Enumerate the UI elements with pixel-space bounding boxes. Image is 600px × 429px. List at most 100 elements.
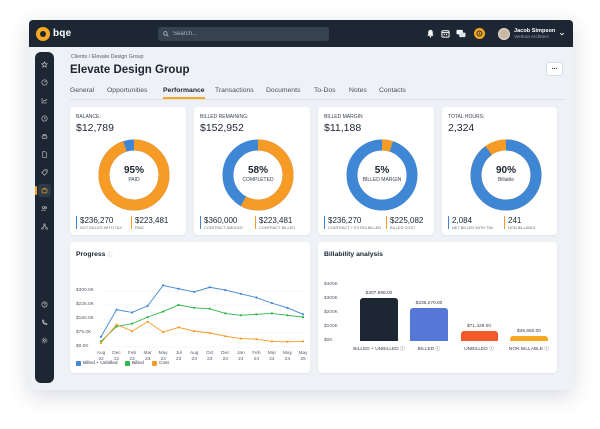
sidebar-item-dashboard[interactable] bbox=[38, 76, 51, 89]
tab-contacts[interactable]: Contacts bbox=[379, 87, 406, 94]
sidebar-item-expenses[interactable] bbox=[38, 130, 51, 143]
y-tick-label: $0K bbox=[324, 338, 333, 343]
tab-performance[interactable]: Performance bbox=[163, 87, 205, 99]
x-tick-label: Jul 23 bbox=[175, 351, 182, 362]
sidebar-item-invoices[interactable] bbox=[38, 148, 51, 161]
data-point bbox=[208, 286, 211, 289]
user-menu[interactable]: Jacob Simpson Ventura Architect bbox=[498, 25, 568, 42]
bar[interactable] bbox=[360, 297, 398, 341]
data-point bbox=[239, 337, 242, 340]
x-tick-label: Oct 23 bbox=[206, 351, 214, 362]
data-point bbox=[301, 313, 305, 316]
data-point bbox=[146, 304, 149, 308]
info-icon: ⓘ bbox=[107, 252, 113, 258]
data-point bbox=[255, 338, 258, 341]
kpi-percent-label: PAID bbox=[128, 177, 140, 183]
x-tick-label: Mar 24 bbox=[267, 351, 277, 362]
data-point bbox=[177, 326, 180, 329]
sidebar-item-time[interactable] bbox=[38, 112, 51, 125]
app-window: bqe Jacob Simpson Ventura Architect bbox=[29, 20, 573, 390]
phone-icon bbox=[42, 319, 48, 325]
y-tick-label: $400K bbox=[324, 282, 338, 287]
data-point bbox=[162, 310, 165, 313]
tag-icon bbox=[41, 169, 48, 176]
bar-value-label: $236,270.00 bbox=[415, 300, 443, 306]
kpi-donut bbox=[346, 139, 418, 211]
sidebar-item-settings[interactable] bbox=[38, 334, 51, 347]
series-line bbox=[100, 284, 304, 337]
y-tick-label: $100K bbox=[324, 324, 338, 329]
gauge-icon bbox=[41, 79, 48, 86]
kpi-value: 2,324 bbox=[448, 122, 475, 134]
star-icon bbox=[41, 61, 48, 68]
sidebar-item-reports[interactable] bbox=[38, 94, 51, 107]
y-tick-label: $200K bbox=[324, 310, 338, 315]
sidebar-item-payments[interactable] bbox=[38, 166, 51, 179]
tab-general[interactable]: General bbox=[70, 87, 95, 94]
kpi-left-metric: $236,270 Contract + Extra billed bbox=[324, 216, 381, 230]
legend-billed: Billed bbox=[125, 361, 144, 366]
sidebar-item-favorites[interactable] bbox=[38, 58, 51, 71]
chat-icon[interactable] bbox=[455, 28, 466, 39]
sidebar bbox=[35, 52, 54, 383]
sidebar-item-employees[interactable] bbox=[38, 202, 51, 215]
donut-value-arc bbox=[346, 139, 418, 211]
tab-transactions[interactable]: Transactions bbox=[215, 87, 254, 94]
more-options-button[interactable]: ... bbox=[546, 62, 563, 76]
tab-notes[interactable]: Notes bbox=[349, 87, 367, 94]
kpi-donut bbox=[98, 139, 170, 211]
data-point bbox=[193, 290, 196, 294]
x-tick-label: Jan 24 bbox=[236, 351, 245, 362]
kpi-right-metric: $223,481 Contract billed bbox=[255, 216, 295, 230]
tab-documents[interactable]: Documents bbox=[266, 87, 301, 94]
data-point bbox=[224, 335, 227, 338]
bar-value-label: $307,698.00 bbox=[365, 290, 393, 296]
user-name: Jacob Simpson bbox=[514, 27, 556, 34]
x-tick-label: Dec 22 bbox=[112, 351, 121, 362]
donut-value-arc bbox=[98, 139, 170, 211]
bar-value-label: $71,428.00 bbox=[466, 324, 491, 329]
y-tick-label: $150.0K bbox=[76, 316, 94, 321]
progress-card: Progress ⓘ $300.0K $225.0K $150.0K $75.0K $0… bbox=[70, 242, 310, 373]
data-point bbox=[301, 340, 305, 343]
data-point bbox=[146, 316, 149, 319]
x-tick-label: Feb 24 bbox=[252, 351, 261, 362]
bell-icon[interactable] bbox=[425, 28, 436, 39]
brand-logo[interactable]: bqe bbox=[36, 26, 72, 41]
x-tick-label: Aug 23 bbox=[189, 351, 199, 362]
x-tick-label: Feb 23 bbox=[127, 351, 137, 362]
x-tick-label: Mar 23 bbox=[143, 351, 152, 362]
tab-opportunities[interactable]: Opportunities bbox=[107, 87, 148, 94]
kpi-left-metric: $360,000 Contract amount bbox=[200, 216, 243, 230]
data-point bbox=[224, 288, 227, 292]
data-point bbox=[193, 330, 196, 333]
sidebar-item-projects[interactable] bbox=[38, 220, 51, 233]
kpi-percent-label: COMPLETED bbox=[242, 177, 274, 183]
bar[interactable] bbox=[410, 307, 448, 341]
sidebar-item-phone[interactable] bbox=[38, 316, 51, 329]
billability-card: Billability analysis $400K $300K $200K $100… bbox=[318, 242, 557, 373]
legend-billed-unbilled: Billed + Unbilled bbox=[76, 361, 118, 366]
timer-icon[interactable] bbox=[474, 28, 485, 39]
x-tick-label: Aug 22 bbox=[96, 351, 106, 362]
data-point bbox=[208, 331, 211, 335]
data-point bbox=[130, 322, 134, 325]
kpi-right-metric: $223,481 Paid bbox=[131, 216, 168, 230]
progress-line-chart bbox=[99, 284, 305, 348]
search-input[interactable] bbox=[173, 31, 313, 37]
kpi-right-metric: $225,082 Billed cost bbox=[386, 216, 423, 230]
calendar-icon[interactable] bbox=[440, 28, 451, 39]
breadcrumb[interactable]: Clients / Elevate Design Group bbox=[71, 54, 144, 60]
bar[interactable] bbox=[510, 335, 548, 341]
tab-todos[interactable]: To-Dos bbox=[314, 87, 336, 94]
data-point bbox=[115, 308, 118, 311]
search-box[interactable] bbox=[158, 27, 329, 41]
bar[interactable] bbox=[460, 331, 498, 341]
x-tick-label: May 23 bbox=[158, 351, 168, 362]
sidebar-item-clients[interactable] bbox=[35, 184, 51, 197]
donut-value-arc bbox=[222, 139, 294, 211]
sidebar-item-help[interactable] bbox=[38, 298, 51, 311]
kpi-card-billed-margin: Billed Margin $11,188 5% BILLED MARGIN $… bbox=[318, 107, 434, 235]
chart-icon bbox=[41, 98, 48, 104]
bar-category-label: UNBILLED ⓘ bbox=[464, 347, 494, 352]
